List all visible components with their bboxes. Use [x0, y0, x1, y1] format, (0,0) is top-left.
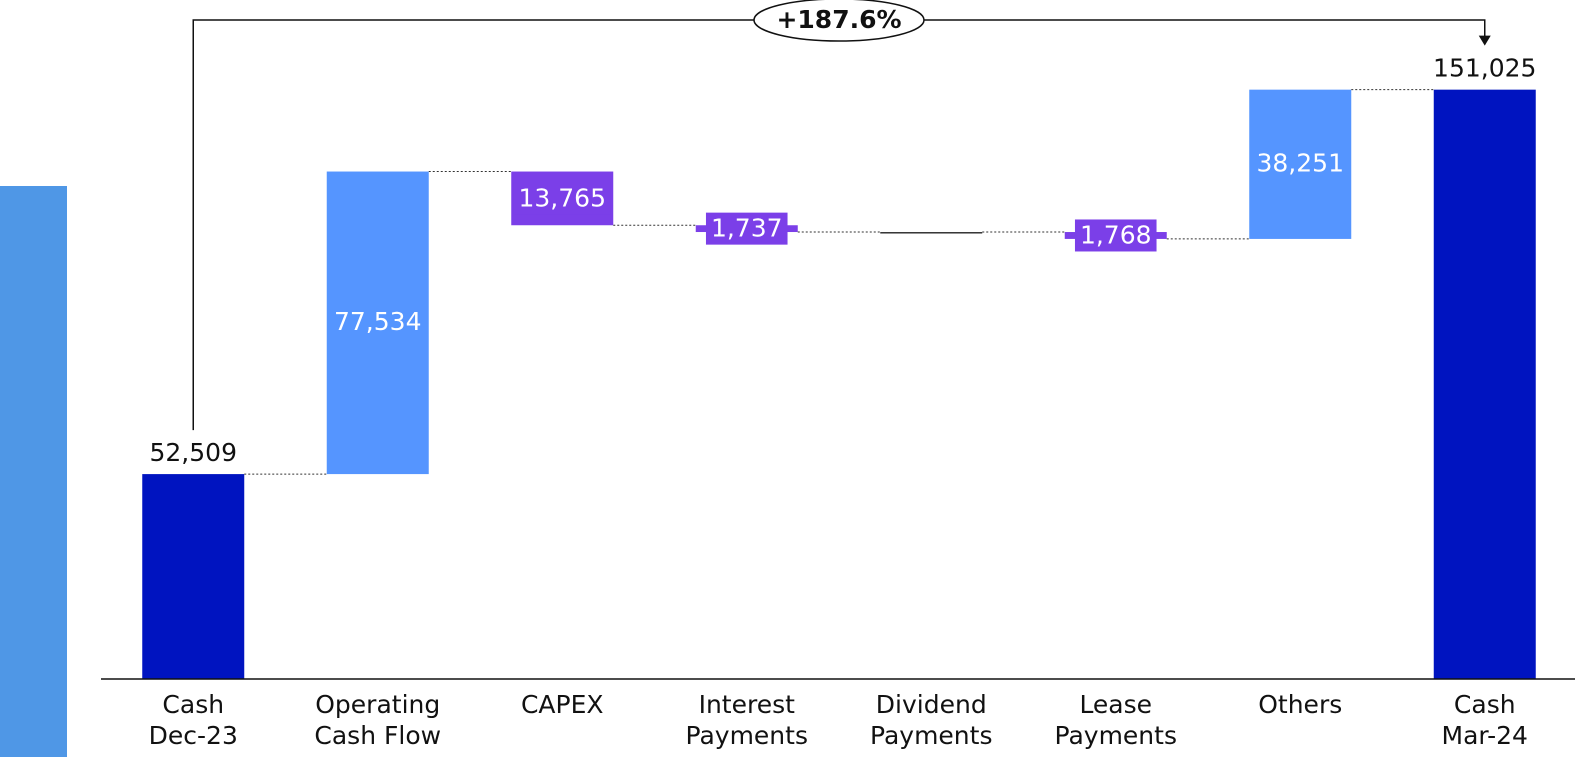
label-box: [1074, 219, 1157, 252]
value-label: 1,737: [711, 214, 783, 243]
bar: [142, 474, 245, 679]
x-tick-label: Mar-24: [1442, 721, 1528, 750]
x-tick-label: Cash: [162, 690, 224, 719]
value-label: 151,025: [1433, 54, 1536, 83]
x-tick-label: Dividend: [876, 690, 987, 719]
annotation: +187.6%: [776, 5, 901, 34]
value-label: 77,534: [334, 307, 421, 336]
bar: [1433, 89, 1536, 679]
arrow-head: [1478, 35, 1491, 46]
x-tick-label: Others: [1258, 690, 1342, 719]
x-tick-label: Cash: [1454, 690, 1516, 719]
bar: [326, 171, 429, 475]
x-tick-label: Dec-23: [149, 721, 238, 750]
x-tick-label: Operating: [315, 690, 440, 719]
x-tick-label: Payments: [1055, 721, 1177, 750]
bar: [1249, 89, 1352, 239]
value-label: 13,765: [519, 183, 606, 212]
x-tick-label: Lease: [1079, 690, 1152, 719]
label-box: [513, 182, 611, 215]
x-tick-label: Payments: [686, 721, 808, 750]
value-label: 52,509: [150, 438, 237, 467]
x-tick-label: CAPEX: [521, 690, 604, 719]
x-tick-label: Payments: [870, 721, 992, 750]
x-tick-label: Cash Flow: [314, 721, 441, 750]
bar: [880, 232, 983, 234]
side-panel: [0, 186, 67, 757]
x-tick-label: Interest: [699, 690, 796, 719]
value-label: 1,768: [1080, 220, 1152, 249]
value-label: 38,251: [1257, 148, 1344, 177]
annotation-bubble: [753, 0, 925, 42]
label-box: [705, 212, 788, 245]
